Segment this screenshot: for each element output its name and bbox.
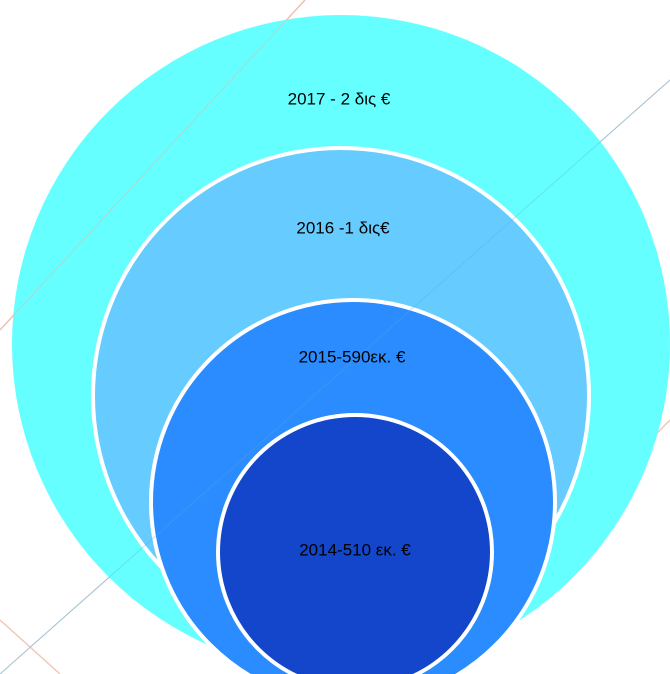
node-label: 2016 -1 δις€ bbox=[296, 218, 390, 237]
decor-line bbox=[0, 0, 306, 331]
decor-line bbox=[0, 619, 61, 674]
circle-inner bbox=[216, 413, 494, 674]
node-label: 2014-510 εκ. € bbox=[299, 540, 411, 559]
node-label: 2017 - 2 δις € bbox=[288, 89, 391, 108]
node-label: 2015-590εκ. € bbox=[299, 347, 406, 366]
decor-line bbox=[0, 79, 670, 674]
